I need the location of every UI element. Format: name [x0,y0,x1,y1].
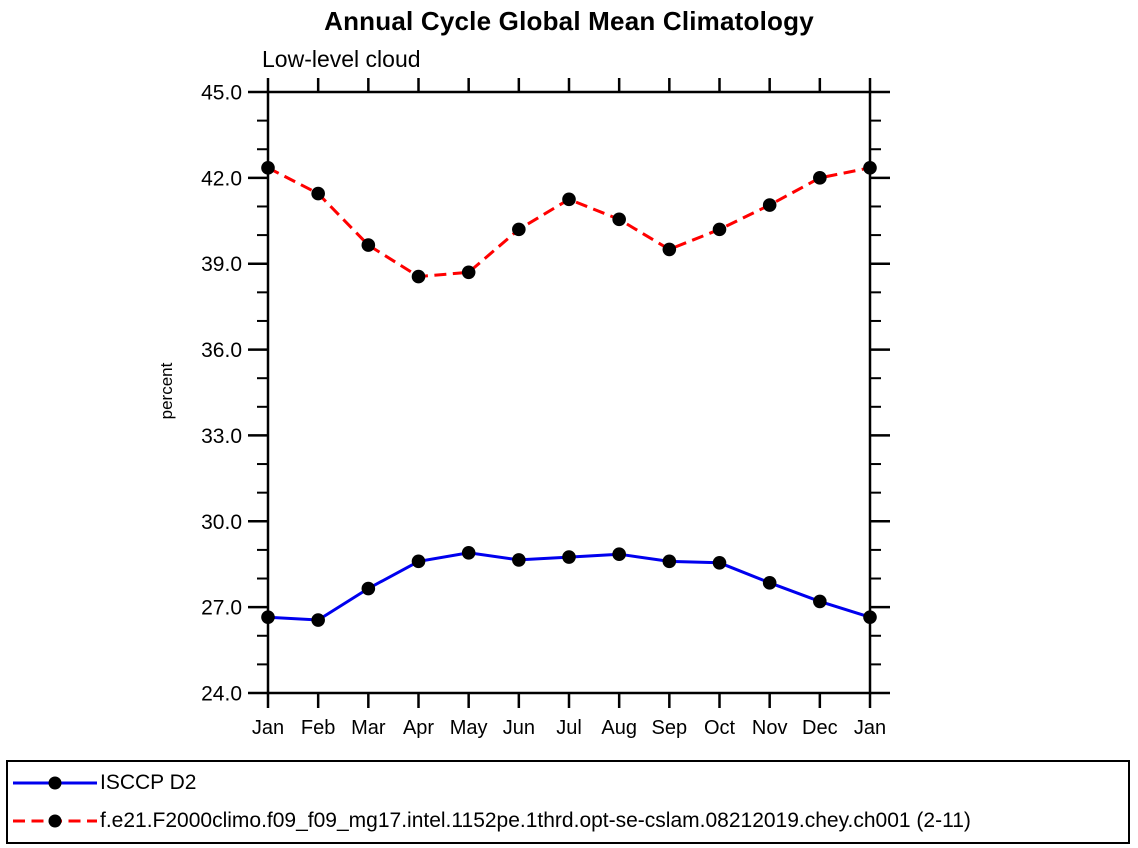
series-1-marker [712,222,727,237]
series-1-marker [311,186,325,201]
x-tick-label: May [450,717,488,739]
chart-subtitle: Low-level cloud [262,46,421,72]
x-tick-label: Jun [503,717,535,739]
x-tick-label: Jan [252,717,284,739]
legend-row-isccp: ISCCP D2 [8,764,1128,802]
legend-label-model: f.e21.F2000climo.f09_f09_mg17.intel.1152… [100,809,971,832]
legend-box: ISCCP D2 f.e21.F2000climo.f09_f09_mg17.i… [6,760,1130,844]
y-tick-label: 42.0 [201,167,242,190]
series-1-marker [411,269,426,284]
x-tick-label: Sep [652,717,688,739]
series-0-marker [813,594,827,609]
y-tick-label: 24.0 [201,683,242,706]
series-1-marker [813,171,827,185]
series-1-marker [512,222,526,237]
y-tick-label: 45.0 [201,82,242,105]
series-0-marker [261,610,275,624]
plot-border [266,90,872,695]
series-1-marker [562,192,576,207]
x-tick-label: Dec [802,717,838,739]
series-0-marker [512,553,526,567]
series-0-marker [361,581,376,596]
x-tick-label: Nov [752,717,788,739]
climatology-line-chart: 45.0 42.0 39.0 36.0 33.0 30.0 27.0 24.0 Jan Feb Ma… [201,78,890,739]
series-0-marker [762,576,777,590]
series-0-marker [562,550,576,564]
series-1-marker [762,198,777,212]
legend-line-sample-isccp [13,776,97,790]
series-1-marker [863,161,877,175]
y-tick-label: 30.0 [201,511,242,534]
chart-title: Annual Cycle Global Mean Climatology [324,6,814,36]
y-tick-label: 27.0 [201,597,242,620]
series-1-marker [461,265,476,280]
x-tick-label: Aug [601,717,637,739]
legend-label-isccp: ISCCP D2 [100,771,197,794]
x-tick-label: Oct [704,717,736,739]
series-1-marker [361,238,376,252]
x-tick-label: Jul [556,717,582,739]
series-1-marker [261,161,275,175]
series-0-marker [411,554,426,569]
x-tick-label: Feb [301,717,335,739]
x-tick-label: Mar [351,717,386,739]
y-tick-label: 33.0 [201,425,242,448]
y-tick-label: 36.0 [201,339,242,362]
y-tick-label: 39.0 [201,253,242,276]
legend-row-model: f.e21.F2000climo.f09_f09_mg17.intel.1152… [8,802,1128,840]
x-tick-label: Apr [403,717,434,739]
series-0-marker [612,547,626,561]
legend-line-sample-model [13,814,97,828]
x-tick-label: Jan [854,717,886,739]
series-0-marker [311,613,325,627]
series-0-marker [863,610,877,624]
series-1-marker [612,212,626,227]
series-0-marker [712,555,727,570]
series-0-marker [662,554,677,569]
series-line-1 [267,166,871,279]
series-1-marker [662,242,677,257]
series-0-marker [461,545,476,560]
